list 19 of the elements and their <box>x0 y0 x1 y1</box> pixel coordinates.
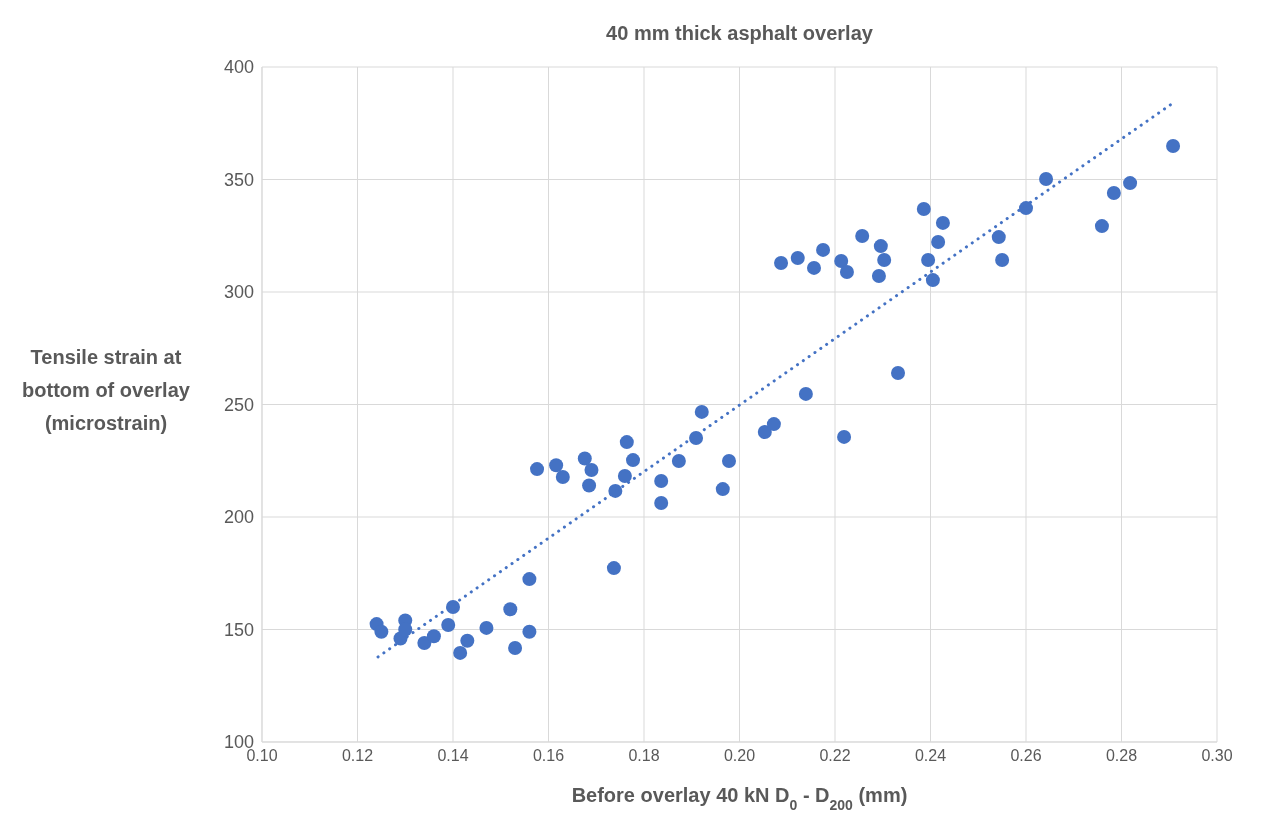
x-tick-label: 0.28 <box>1105 747 1138 765</box>
x-tick-label: 0.26 <box>1010 747 1042 765</box>
y-tick-label: 150 <box>223 619 254 640</box>
x-tick-label: 0.24 <box>914 747 947 765</box>
y-tick-label: 300 <box>223 282 254 303</box>
x-tick-label: 0.22 <box>819 747 851 765</box>
chart-title: 40 mm thick asphalt overlay <box>605 22 874 45</box>
x-tick-label: 0.20 <box>723 747 756 765</box>
y-tick-label: 250 <box>223 394 254 415</box>
y-tick-label: 350 <box>223 169 254 190</box>
x-tick-label: 0.12 <box>341 747 374 765</box>
x-tick-label: 0.14 <box>437 747 469 765</box>
y-axis-title: Tensile strain at bottom of overlay (microstrain) <box>21 345 191 436</box>
x-tick-label: 0.16 <box>532 747 565 765</box>
y-tick-label: 200 <box>223 507 254 528</box>
x-tick-label: 0.18 <box>628 747 660 765</box>
x-tick-label: 0.30 <box>1201 747 1233 765</box>
y-tick-label: 400 <box>223 57 254 78</box>
x-axis-title: Before overlay 40 kN D$_{0}$ - D$_{200}$ (mm) <box>571 784 908 813</box>
